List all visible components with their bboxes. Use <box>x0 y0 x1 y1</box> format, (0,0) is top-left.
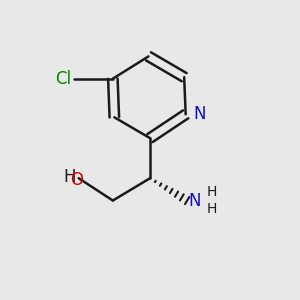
Text: H: H <box>206 185 217 199</box>
Text: H: H <box>206 202 217 216</box>
Text: H: H <box>63 168 76 186</box>
Text: O: O <box>70 171 83 189</box>
Text: N: N <box>193 105 206 123</box>
Text: N: N <box>189 191 201 209</box>
Text: Cl: Cl <box>55 70 71 88</box>
